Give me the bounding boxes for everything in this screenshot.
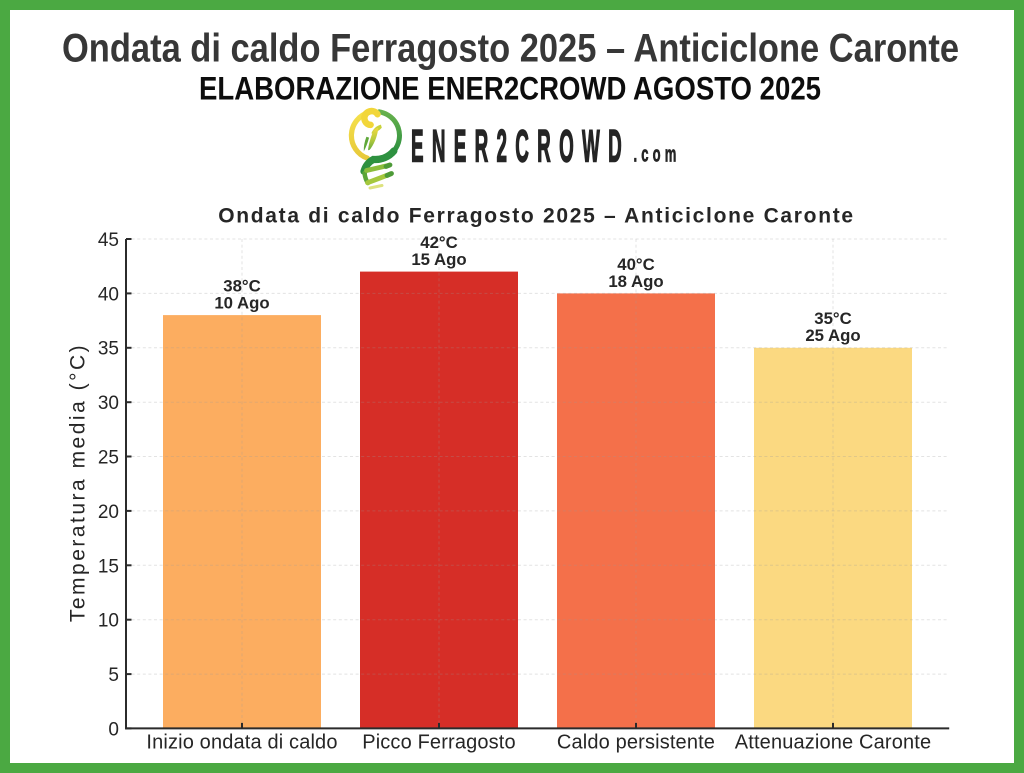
svg-text:Ondata di caldo Ferragosto 202: Ondata di caldo Ferragosto 2025 – Antici…: [218, 205, 855, 228]
svg-text:0: 0: [108, 719, 119, 740]
svg-text:20: 20: [98, 502, 119, 523]
svg-text:Ondata di caldo Ferragosto 202: Ondata di caldo Ferragosto 2025 – Antici…: [62, 26, 959, 70]
svg-text:15 Ago: 15 Ago: [411, 250, 466, 269]
svg-text:.com: .com: [634, 142, 681, 167]
svg-text:15: 15: [98, 556, 119, 577]
svg-text:5: 5: [108, 665, 119, 686]
svg-text:18 Ago: 18 Ago: [608, 272, 663, 291]
svg-text:Caldo persistente: Caldo persistente: [557, 731, 715, 753]
svg-text:40: 40: [98, 284, 119, 305]
svg-text:35°C: 35°C: [814, 309, 852, 328]
svg-text:42°C: 42°C: [420, 233, 458, 252]
svg-text:40°C: 40°C: [617, 255, 655, 274]
svg-text:ENER2CROWD: ENER2CROWD: [411, 121, 630, 172]
svg-text:35: 35: [98, 339, 119, 360]
svg-text:38°C: 38°C: [223, 277, 261, 296]
svg-text:Temperatura media (°C): Temperatura media (°C): [67, 343, 90, 622]
svg-text:Attenuazione Caronte: Attenuazione Caronte: [735, 731, 931, 753]
svg-text:25: 25: [98, 448, 119, 469]
svg-text:Picco Ferragosto: Picco Ferragosto: [362, 731, 516, 753]
svg-text:Inizio ondata di caldo: Inizio ondata di caldo: [146, 731, 337, 753]
svg-text:45: 45: [98, 230, 119, 251]
svg-text:25 Ago: 25 Ago: [805, 326, 860, 345]
svg-text:10 Ago: 10 Ago: [214, 294, 269, 313]
svg-text:30: 30: [98, 393, 119, 414]
svg-text:10: 10: [98, 611, 119, 632]
svg-text:ELABORAZIONE ENER2CROWD AGOSTO: ELABORAZIONE ENER2CROWD AGOSTO 2025: [199, 70, 821, 106]
